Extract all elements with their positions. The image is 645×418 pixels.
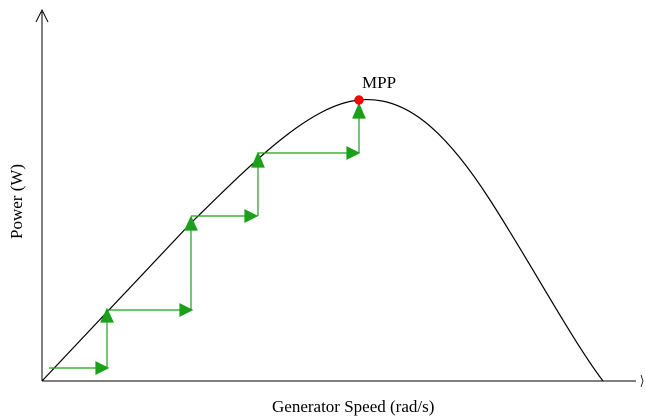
power-curve xyxy=(42,100,603,381)
x-axis-arrowhead xyxy=(641,375,643,387)
arrowhead-h4 xyxy=(347,147,359,159)
arrowhead-h1 xyxy=(96,362,108,374)
arrowhead-h2 xyxy=(180,304,192,316)
mpp-label: MPP xyxy=(362,73,396,92)
y-axis-label: Power (W) xyxy=(7,164,26,239)
arrowhead-v4 xyxy=(353,104,365,118)
x-axis-label: Generator Speed (rad/s) xyxy=(272,397,434,416)
arrowhead-v1 xyxy=(101,309,113,322)
mpp-marker xyxy=(355,96,364,105)
step-arrows xyxy=(49,104,365,374)
arrowhead-h3 xyxy=(245,210,257,222)
